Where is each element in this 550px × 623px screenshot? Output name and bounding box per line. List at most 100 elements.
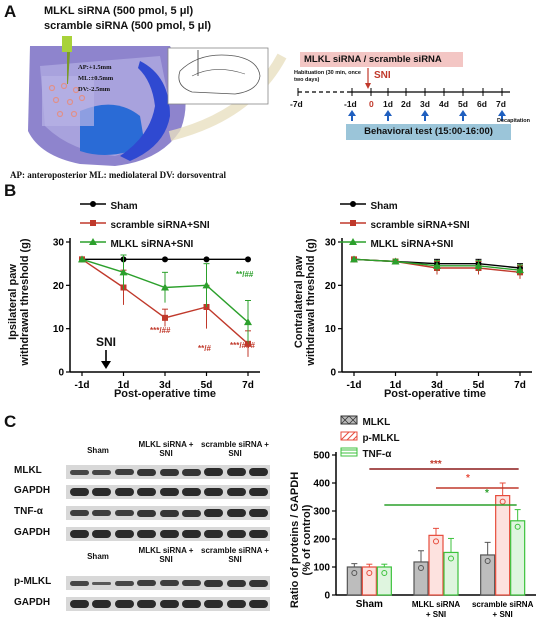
- y-tick-label: 10: [53, 324, 65, 335]
- legend-label: MLKL siRNA+SNI: [110, 239, 194, 250]
- sig-star: *: [485, 488, 489, 499]
- bar: [510, 520, 526, 596]
- data-point: [433, 261, 441, 269]
- legend-label: p-MLKL: [362, 433, 400, 444]
- protein-band: [249, 488, 269, 496]
- x-tick-label: 3d: [431, 380, 443, 391]
- y-tick-label: 10: [325, 324, 337, 335]
- blot-strip: [66, 465, 270, 479]
- protein-band: [159, 509, 179, 517]
- protein-band: [226, 530, 246, 538]
- protein-band: [204, 509, 224, 517]
- data-point: [418, 564, 424, 571]
- timeline-banner: MLKL siRNA / scramble siRNA: [300, 52, 463, 67]
- data-point: [474, 261, 483, 269]
- left-ylabel: Ipsilateral paw withdrawal threshold (g): [7, 238, 31, 366]
- x-tick-label: 5d: [473, 380, 485, 391]
- decapitation-label: Decapitation: [497, 118, 531, 124]
- day-label: 6d: [477, 99, 487, 109]
- legend-label: scramble siRNA+SNI: [370, 220, 470, 231]
- protein-band: [249, 600, 269, 608]
- legend-item: MLKL siRNA+SNI: [340, 234, 470, 253]
- scramble-marker-icon: [340, 220, 366, 226]
- protein-band: [137, 468, 157, 476]
- protein-band: [249, 530, 269, 538]
- data-point: [162, 256, 168, 263]
- right-xlabel: Post-operative time: [383, 388, 487, 400]
- legend-label: MLKL: [362, 417, 391, 428]
- blot-strip: [66, 485, 270, 499]
- day-label: 0: [369, 99, 374, 109]
- data-point: [499, 498, 506, 505]
- data-point: [351, 570, 358, 576]
- left-xlabel: Post-operative time: [113, 388, 217, 400]
- protein-band: [204, 600, 224, 608]
- y-tick-label: 400: [313, 479, 330, 490]
- y-tick-label: 0: [324, 591, 330, 602]
- protein-band: [249, 579, 269, 587]
- x-tick-label: 3d: [159, 380, 171, 391]
- legend-item: scramble siRNA+SNI: [80, 215, 210, 234]
- protein-band: [92, 600, 112, 608]
- y-tick-label: 30: [53, 238, 65, 249]
- day-label: 3d: [420, 99, 430, 109]
- data-point: [366, 570, 373, 576]
- habituation-label: Habituation (30 min, once two days): [294, 70, 361, 83]
- protein-band: [182, 468, 201, 476]
- ipsilateral-chart: 0 10 20 30 -1d 1d 3d 5d 7d: [53, 238, 260, 391]
- bar: [495, 494, 511, 596]
- behavioral-test-bar: Behavioral test (15:00-16:00): [346, 124, 511, 140]
- legend-item: MLKL: [340, 414, 400, 430]
- legend-label: MLKL siRNA+SNI: [370, 239, 454, 250]
- data-point: [244, 318, 252, 326]
- sham-marker-icon: [80, 201, 106, 207]
- blot-strip: [66, 597, 270, 611]
- panel-c-letter: C: [4, 412, 17, 431]
- protein-band: [114, 510, 134, 516]
- coord-ml: ML:±0.5mm: [78, 75, 114, 82]
- legend-label: Sham: [370, 201, 398, 212]
- data-point: [448, 555, 454, 562]
- panel-b-charts: 0 10 20 30 -1d 1d 3d 5d 7d 0 10 20 30 -1d 1d 3d 5d 7d: [53, 238, 532, 391]
- mlkl-sirna-dose: MLKL siRNA (500 pmol, 5 μl): [44, 5, 194, 17]
- sham-marker-icon: [340, 201, 366, 207]
- protein-band: [70, 510, 89, 516]
- legend-label: scramble siRNA+SNI: [110, 220, 210, 231]
- x-tick-label: scramble siRNA: [472, 600, 534, 609]
- protein-band: [182, 600, 201, 608]
- x-tick-label: 7d: [242, 380, 254, 391]
- protein-band: [92, 581, 112, 585]
- data-point: [78, 255, 86, 263]
- legend-right: Sham scramble siRNA+SNI MLKL siRNA+SNI: [340, 196, 470, 253]
- protein-band: [226, 509, 246, 517]
- protein-band: [92, 510, 112, 516]
- x-tick-label: 7d: [514, 380, 526, 391]
- sni-arrow-icon: [101, 350, 111, 369]
- stereotaxic-coordinates: AP:+1.5mm ML:±0.5mm DV:-2.5mm: [78, 62, 113, 95]
- protein-band: [182, 530, 201, 538]
- sig-annotation: **/#: [198, 344, 211, 353]
- blot-group-scramble: scramble siRNA + SNI: [201, 546, 269, 564]
- data-point: [433, 538, 439, 545]
- blot-label: GAPDH: [14, 527, 51, 538]
- protein-band: [70, 580, 89, 586]
- day-label: -1d: [344, 99, 357, 109]
- day-label: 1d: [383, 99, 393, 109]
- blot-strip: [66, 527, 270, 541]
- brain-injection-illustration: [28, 36, 287, 166]
- timeline-diagram: [297, 68, 510, 121]
- protein-band: [70, 469, 89, 475]
- protein-band: [159, 488, 179, 496]
- y-tick-label: 300: [313, 507, 330, 518]
- mlkl-marker-icon: [340, 238, 366, 245]
- legend-item: p-MLKL: [340, 430, 400, 446]
- protein-band: [204, 579, 224, 587]
- day-label: -7d: [290, 99, 303, 109]
- protein-band: [137, 600, 157, 608]
- protein-band: [70, 600, 89, 608]
- legend-item: Sham: [80, 196, 210, 215]
- x-tick-label: -1d: [347, 380, 362, 391]
- protein-band: [226, 579, 246, 587]
- legend-label: TNF-α: [362, 449, 392, 460]
